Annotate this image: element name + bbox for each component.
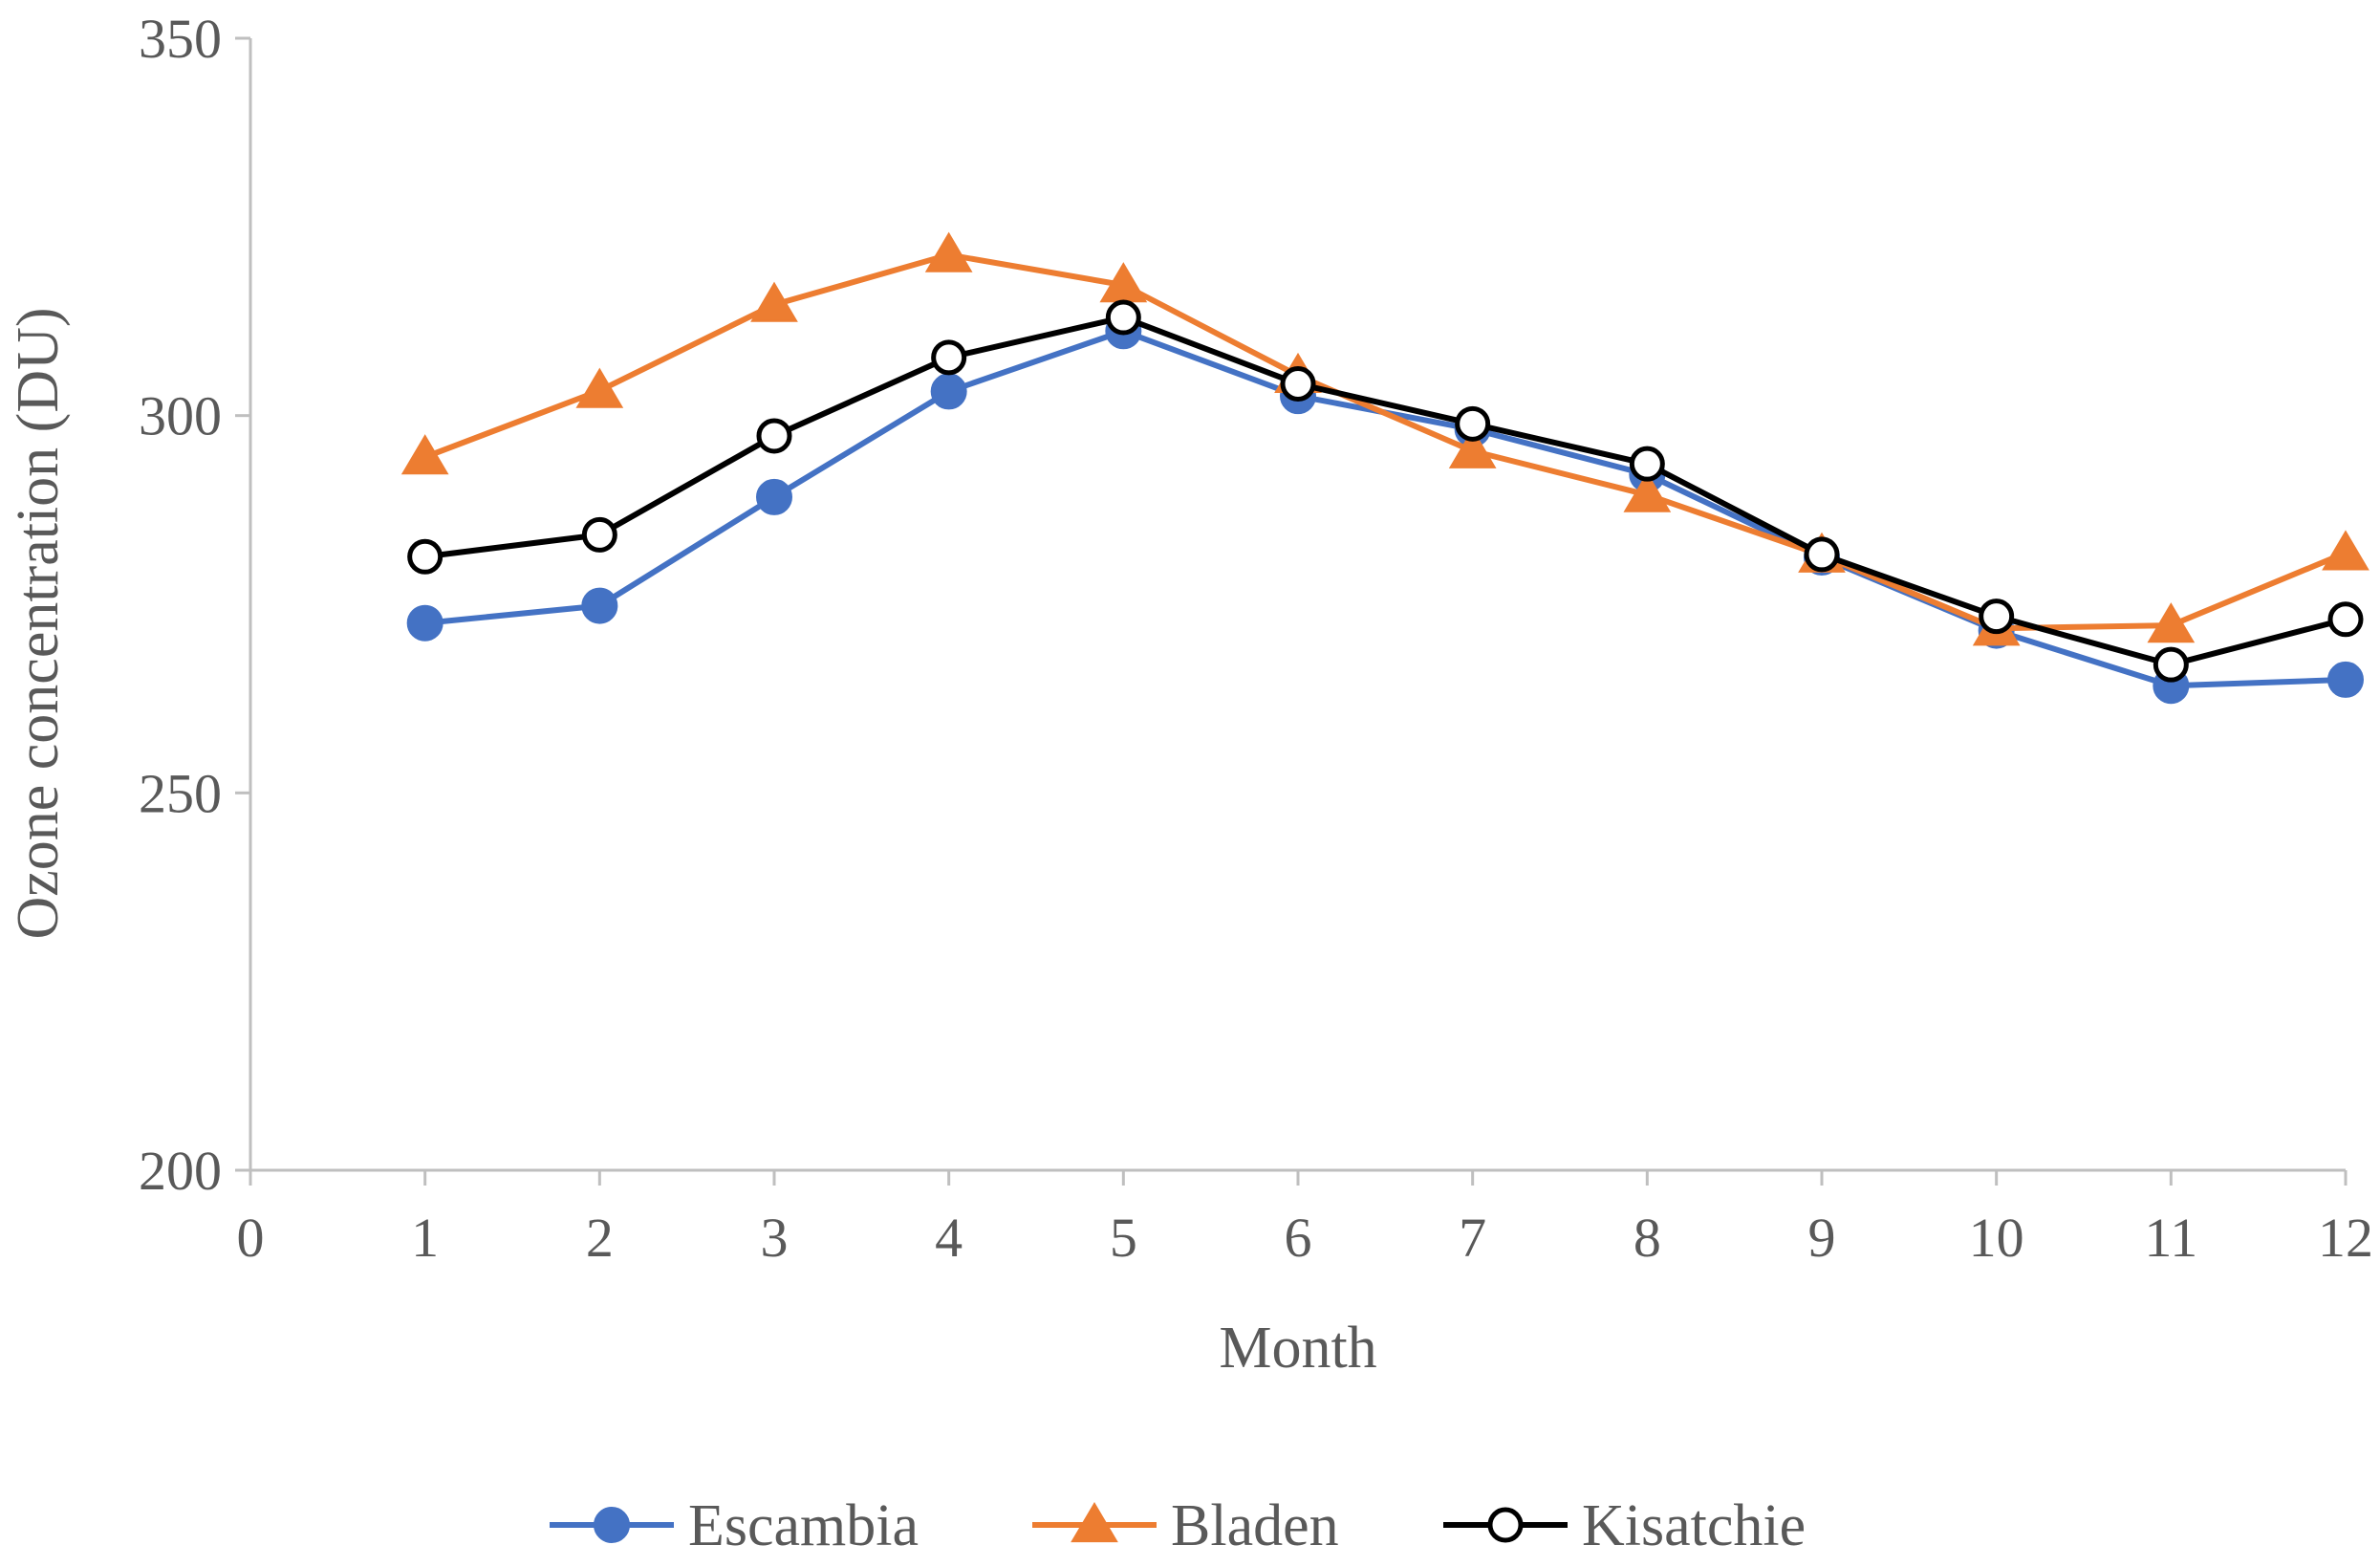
legend-swatch-marker xyxy=(1071,1502,1118,1543)
x-axis-title: Month xyxy=(1219,1316,1376,1381)
x-tick-label: 8 xyxy=(1634,1207,1661,1269)
series-kisatchie xyxy=(407,299,2364,683)
data-point-kisatchie xyxy=(1455,405,1491,442)
legend-item-escambia: Escambia xyxy=(550,1493,919,1558)
data-point-escambia xyxy=(756,478,792,515)
legend-label: Escambia xyxy=(688,1493,919,1558)
legend-swatch-marker xyxy=(594,1507,630,1543)
series-line-bladen xyxy=(423,251,2348,632)
data-point-bladen xyxy=(400,434,449,475)
series-bladen xyxy=(400,231,2369,646)
data-point-escambia xyxy=(930,373,967,410)
y-axis-title: Ozone concentration (DU) xyxy=(6,307,71,939)
legend-label: Kisatchie xyxy=(1582,1493,1806,1558)
y-tick-label: 200 xyxy=(139,1140,222,1202)
x-tick-label: 3 xyxy=(761,1207,789,1269)
series-layer xyxy=(400,231,2369,705)
legend-swatch-marker xyxy=(1487,1507,1524,1543)
data-point-kisatchie xyxy=(931,339,967,376)
data-point-escambia xyxy=(2327,661,2364,698)
data-point-bladen xyxy=(1448,427,1497,468)
legend-item-bladen: Bladen xyxy=(1032,1493,1339,1558)
x-axis-ticks: 0 1 2 3 4 5 6 7 8 9 10 11 12 xyxy=(237,1170,2373,1269)
data-point-kisatchie xyxy=(1979,599,2015,635)
x-tick-label: 9 xyxy=(1808,1207,1836,1269)
data-point-kisatchie xyxy=(1105,299,1141,336)
x-tick-label: 12 xyxy=(2318,1207,2373,1269)
x-tick-label: 0 xyxy=(237,1207,265,1269)
y-tick-label: 350 xyxy=(139,8,222,70)
series-line-kisatchie xyxy=(424,315,2347,668)
y-tick-label: 300 xyxy=(139,385,222,447)
data-point-escambia xyxy=(581,587,618,624)
x-tick-label: 7 xyxy=(1459,1207,1486,1269)
x-tick-label: 6 xyxy=(1285,1207,1312,1269)
data-point-kisatchie xyxy=(2327,601,2364,638)
data-point-bladen xyxy=(2147,602,2196,643)
data-point-kisatchie xyxy=(1280,366,1316,403)
y-axis-ticks: 200 250 300 350 xyxy=(139,8,250,1202)
legend: Escambia Bladen Kisatchie xyxy=(550,1493,1806,1558)
data-point-kisatchie xyxy=(1804,536,1840,573)
x-tick-label: 2 xyxy=(586,1207,614,1269)
axes xyxy=(249,38,2346,1172)
data-point-kisatchie xyxy=(1629,446,1665,482)
x-tick-label: 4 xyxy=(935,1207,963,1269)
x-tick-label: 10 xyxy=(1969,1207,2024,1269)
data-point-kisatchie xyxy=(581,516,617,553)
data-point-kisatchie xyxy=(2153,646,2189,683)
x-tick-label: 11 xyxy=(2144,1207,2197,1269)
data-point-bladen xyxy=(2322,530,2369,571)
data-point-bladen xyxy=(750,281,798,322)
legend-label: Bladen xyxy=(1171,1493,1339,1558)
data-point-bladen xyxy=(1623,471,1672,512)
data-point-kisatchie xyxy=(756,418,792,454)
y-tick-label: 250 xyxy=(139,762,222,824)
legend-item-kisatchie: Kisatchie xyxy=(1443,1493,1806,1558)
data-point-escambia xyxy=(406,604,444,642)
data-point-kisatchie xyxy=(407,538,444,575)
x-tick-label: 1 xyxy=(411,1207,439,1269)
data-point-bladen xyxy=(924,231,973,272)
data-point-bladen xyxy=(575,367,624,408)
series-escambia xyxy=(406,313,2364,705)
x-tick-label: 5 xyxy=(1110,1207,1137,1269)
